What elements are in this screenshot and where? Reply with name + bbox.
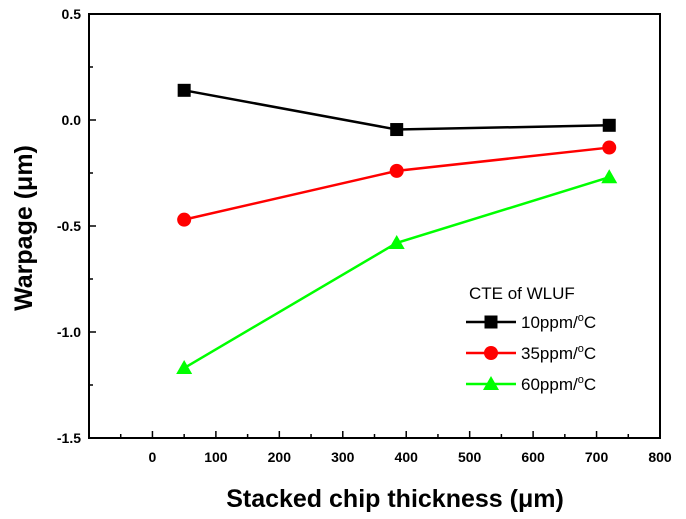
x-axis-title: Stacked chip thickness (μm) xyxy=(226,485,564,513)
y-tick-label: -1.5 xyxy=(57,430,81,446)
legend-marker xyxy=(484,346,498,360)
y-tick-label: -1.0 xyxy=(57,324,81,340)
x-tick-label: 100 xyxy=(204,449,228,465)
data-point xyxy=(389,163,404,178)
legend-label: 60ppm/oC xyxy=(521,374,596,394)
data-point xyxy=(602,140,617,155)
series-3 xyxy=(176,169,618,375)
data-point xyxy=(602,118,616,132)
legend-marker xyxy=(484,315,498,329)
x-tick-label: 400 xyxy=(395,449,419,465)
x-tick-label: 300 xyxy=(331,449,355,465)
legend-marker xyxy=(483,376,499,390)
legend-item: 35ppm/oC xyxy=(466,343,596,363)
x-tick-label: 600 xyxy=(521,449,545,465)
series-layer xyxy=(176,83,618,375)
series-1 xyxy=(177,83,616,137)
y-tick-label: 0.5 xyxy=(62,6,82,22)
series-line xyxy=(183,146,610,221)
y-tick-label: 0.0 xyxy=(62,112,82,128)
x-axis-ticks: 0 100 200 300 400 500 600 700 800 xyxy=(119,431,672,465)
legend-item: 10ppm/oC xyxy=(466,312,596,332)
legend-label: 10ppm/oC xyxy=(521,312,596,332)
data-point xyxy=(176,360,193,375)
legend-item: 60ppm/oC xyxy=(466,374,596,394)
x-tick-label: 0 xyxy=(149,449,157,465)
y-tick-label: -0.5 xyxy=(57,218,81,234)
y-axis-title: Warpage (μm) xyxy=(10,145,38,311)
y-axis-ticks: 0.5 0.0 -0.5 -1.0 -1.5 xyxy=(57,6,96,446)
data-point xyxy=(177,83,191,97)
data-point xyxy=(601,169,618,184)
data-point xyxy=(388,234,405,249)
x-tick-label: 700 xyxy=(585,449,609,465)
data-point xyxy=(177,212,192,227)
data-point xyxy=(390,123,404,137)
series-2 xyxy=(177,140,617,227)
x-tick-label: 200 xyxy=(268,449,292,465)
legend-title: CTE of WLUF xyxy=(469,284,575,303)
legend-label: 35ppm/oC xyxy=(521,343,596,363)
legend: CTE of WLUF 10ppm/oC 35ppm/oC 60ppm/oC xyxy=(466,284,596,394)
x-tick-label: 500 xyxy=(458,449,482,465)
x-tick-label: 800 xyxy=(648,449,672,465)
